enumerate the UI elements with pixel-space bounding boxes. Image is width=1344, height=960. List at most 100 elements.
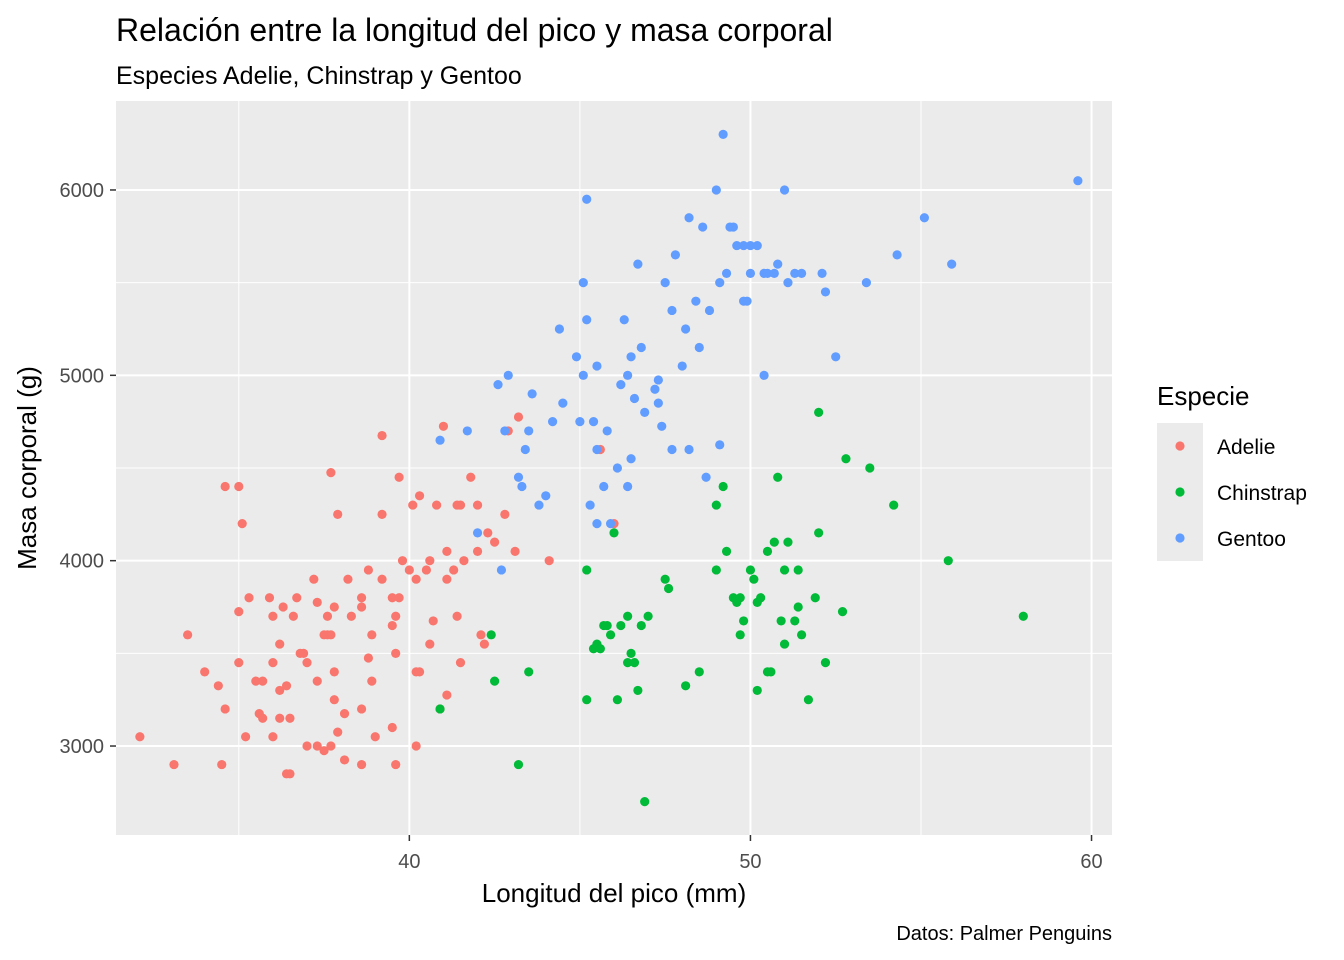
y-axis-ticks: 3000 4000 5000 6000	[60, 180, 116, 758]
data-point-adelie	[394, 593, 404, 603]
data-point-adelie	[275, 713, 285, 723]
data-point-gentoo	[715, 440, 725, 450]
data-point-adelie	[449, 565, 459, 575]
data-point-chinstrap	[889, 500, 899, 510]
data-point-gentoo	[616, 379, 626, 390]
data-point-gentoo	[684, 444, 694, 455]
data-point-gentoo	[721, 268, 732, 278]
data-point-gentoo	[582, 194, 592, 204]
data-point-adelie	[377, 430, 387, 441]
data-point-chinstrap	[721, 546, 732, 557]
data-point-adelie	[387, 593, 397, 603]
data-point-gentoo	[670, 250, 680, 260]
data-point-gentoo	[701, 472, 711, 482]
data-point-adelie	[479, 639, 489, 649]
data-point-adelie	[367, 630, 377, 640]
data-point-chinstrap	[769, 537, 779, 547]
data-point-chinstrap	[803, 695, 814, 705]
data-point-gentoo	[947, 259, 957, 269]
data-point-adelie	[356, 704, 367, 714]
data-point-adelie	[391, 648, 401, 658]
data-point-chinstrap	[762, 667, 773, 677]
data-point-adelie	[319, 630, 329, 640]
data-point-adelie	[169, 759, 179, 770]
x-axis-title: Longitud del pico (mm)	[482, 878, 746, 908]
data-point-adelie	[183, 630, 193, 640]
legend-key-gentoo	[1175, 533, 1185, 543]
data-point-chinstrap	[582, 695, 592, 705]
data-point-gentoo	[892, 250, 902, 260]
y-tick-label: 4000	[60, 551, 105, 573]
data-point-gentoo	[612, 463, 623, 473]
data-point-chinstrap	[711, 500, 721, 510]
data-point-adelie	[302, 741, 312, 751]
data-point-chinstrap	[623, 611, 633, 621]
data-point-adelie	[329, 602, 339, 612]
data-point-chinstrap	[636, 620, 646, 631]
data-point-adelie	[234, 607, 244, 617]
data-point-gentoo	[762, 268, 773, 278]
y-tick-label: 5000	[60, 365, 105, 387]
data-point-adelie	[544, 556, 554, 566]
data-point-adelie	[264, 593, 275, 603]
data-point-adelie	[414, 491, 425, 501]
data-point-gentoo	[548, 417, 558, 427]
data-point-adelie	[510, 546, 520, 557]
data-point-gentoo	[831, 352, 841, 362]
data-point-adelie	[387, 620, 397, 631]
data-point-adelie	[397, 556, 408, 566]
data-point-adelie	[483, 528, 493, 538]
data-point-chinstrap	[718, 481, 728, 492]
data-point-adelie	[322, 611, 333, 621]
legend-label-gentoo: Gentoo	[1217, 528, 1286, 551]
data-point-chinstrap	[681, 681, 691, 691]
data-point-chinstrap	[793, 602, 803, 612]
data-point-adelie	[302, 658, 312, 668]
data-point-adelie	[428, 616, 438, 626]
data-point-gentoo	[619, 315, 629, 325]
data-point-gentoo	[718, 129, 728, 139]
data-point-adelie	[387, 722, 397, 733]
data-point-gentoo	[742, 296, 752, 306]
legend: Adelie Chinstrap Gentoo	[1157, 423, 1307, 561]
data-point-adelie	[343, 574, 353, 584]
data-point-adelie	[513, 412, 524, 422]
data-point-gentoo	[517, 481, 527, 492]
data-point-adelie	[339, 755, 350, 765]
data-point-chinstrap	[663, 583, 674, 594]
data-point-gentoo	[919, 213, 929, 223]
data-point-adelie	[455, 658, 466, 668]
data-point-chinstrap	[779, 565, 790, 575]
data-point-adelie	[394, 472, 404, 482]
data-point-chinstrap	[602, 620, 612, 631]
data-point-chinstrap	[783, 537, 793, 547]
data-point-adelie	[391, 611, 401, 621]
data-point-adelie	[459, 556, 469, 566]
data-point-gentoo	[783, 278, 793, 288]
data-point-adelie	[312, 741, 322, 751]
data-point-chinstrap	[640, 797, 650, 807]
data-point-gentoo	[629, 393, 640, 404]
data-point-adelie	[339, 708, 350, 719]
y-tick-label: 6000	[60, 180, 105, 202]
data-point-gentoo	[554, 324, 565, 334]
x-tick-label: 50	[739, 851, 761, 873]
data-points	[135, 129, 1083, 807]
legend-label-chinstrap: Chinstrap	[1217, 482, 1307, 505]
data-point-gentoo	[817, 268, 827, 278]
data-point-gentoo	[602, 426, 612, 436]
data-point-adelie	[329, 695, 339, 705]
data-point-chinstrap	[633, 685, 643, 696]
data-point-chinstrap	[616, 620, 626, 631]
data-point-adelie	[490, 537, 500, 547]
x-axis-ticks: 40 50 60	[398, 835, 1103, 873]
data-point-adelie	[281, 681, 292, 691]
data-point-gentoo	[500, 426, 510, 436]
y-axis-title: Masa corporal (g)	[12, 366, 42, 570]
data-point-chinstrap	[814, 407, 824, 417]
data-point-adelie	[220, 481, 230, 492]
data-point-adelie	[312, 676, 322, 686]
y-tick-label: 3000	[60, 736, 105, 758]
data-point-gentoo	[779, 185, 790, 195]
data-point-adelie	[363, 565, 374, 575]
